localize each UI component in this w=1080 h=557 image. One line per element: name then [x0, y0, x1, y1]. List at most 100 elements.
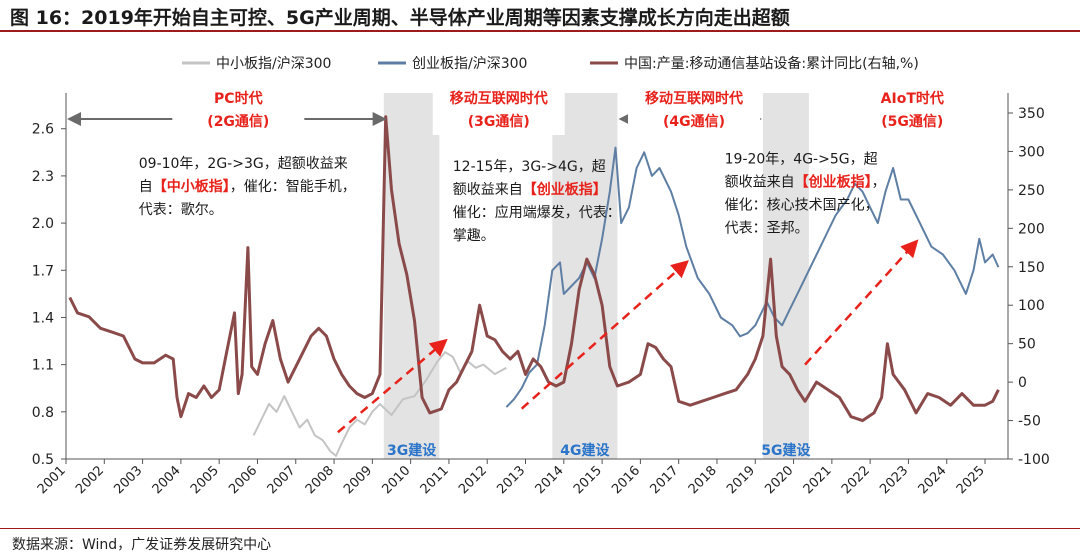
- figure-title: 图 16：2019年开始自主可控、5G产业周期、半导体产业周期等因素支撑成长方向…: [10, 7, 790, 29]
- y-left-tick-label-2.0: 2.0: [32, 216, 54, 232]
- annotation-1-line-0-seg-0: 12-15年，3G->4G，超: [453, 159, 606, 175]
- y-right-tick-label--100: -100: [1018, 452, 1050, 468]
- x-tick-label-2021: 2021: [801, 463, 835, 497]
- annotation-1-line-2: 催化：应用端爆发，代表：: [453, 204, 621, 221]
- legend-label-1: 创业板指/沪深300: [412, 56, 527, 72]
- x-tick-label-2018: 2018: [686, 463, 720, 497]
- x-tick-label-2025: 2025: [954, 463, 988, 497]
- series-lines: [68, 115, 1000, 457]
- era-title-2: 移动互联网时代: [645, 90, 743, 107]
- y-left-tick-label-0.5: 0.5: [32, 452, 54, 468]
- trend-arrows: [337, 239, 919, 434]
- x-tick-label-2023: 2023: [877, 463, 911, 497]
- y-right-tick-label--50: -50: [1018, 414, 1041, 430]
- y-right-tick-label-50: 50: [1018, 337, 1036, 353]
- era-subtitle-2: (4G通信): [663, 113, 725, 130]
- annotation-0-line-2-seg-0: 代表：歌尔。: [139, 202, 223, 218]
- trend-arrow-0: [337, 338, 448, 434]
- y-right-tick-label-350: 350: [1018, 106, 1045, 122]
- shaded-periods: 3G建设 4G建设 5G建设: [383, 93, 812, 459]
- annotation-2-line-2-seg-0: 催化：核心技术国产化，: [725, 197, 879, 213]
- annotation-2-line-1-seg-0: 额收益来自: [725, 174, 795, 190]
- x-tick-label-2017: 2017: [648, 463, 682, 497]
- y-right-tick-label-250: 250: [1018, 183, 1045, 199]
- legend-label-2: 中国:产量:移动通信基站设备:累计同比(右轴,%): [624, 55, 919, 72]
- legend: 中小板指/沪深300 创业板指/沪深300 中国:产量:移动通信基站设备:累计同比(…: [182, 55, 919, 72]
- era-title-0: PC时代: [214, 90, 263, 107]
- y-right-tick-label-100: 100: [1018, 298, 1045, 314]
- x-tick-label-2019: 2019: [724, 463, 758, 497]
- source-note: 数据来源：Wind，广发证券发展研究中心: [12, 537, 272, 553]
- x-tick-label-2015: 2015: [571, 463, 605, 497]
- x-tick-label-2020: 2020: [762, 463, 796, 497]
- x-tick-label-2024: 2024: [916, 463, 950, 497]
- annotation-1-line-1-seg-0: 额收益来自: [453, 182, 523, 198]
- y-right-tick-label-300: 300: [1018, 144, 1045, 160]
- trend-arrow-2: [804, 239, 919, 366]
- era-title-1: 移动互联网时代: [450, 90, 548, 107]
- era-title-3: AIoT时代: [881, 90, 944, 107]
- annotation-2-line-3: 代表：圣邦。: [725, 220, 809, 236]
- annotation-1-line-2-seg-0: 催化：应用端爆发，代表：: [453, 204, 621, 221]
- annotation-1-line-1: 额收益来自【创业板指】: [453, 181, 607, 198]
- annotation-2-line-3-seg-0: 代表：圣邦。: [725, 220, 809, 236]
- shade-label-0: 3G建设: [387, 442, 437, 459]
- era-label-bg-3: [846, 87, 979, 135]
- annotation-2-line-0-seg-0: 19-20年，4G->5G，超: [725, 151, 878, 167]
- era-subtitle-3: (5G通信): [881, 113, 943, 130]
- annotation-1-line-1-seg-1: 【创业板指】: [523, 181, 607, 198]
- x-tick-label-2010: 2010: [379, 463, 413, 497]
- title-rule: [0, 30, 1080, 32]
- era-subtitle-1: (3G通信): [468, 113, 530, 130]
- y-right-tick-label-0: 0: [1018, 375, 1027, 391]
- x-tick-label-2016: 2016: [609, 463, 643, 497]
- y-left-tick-label-2.3: 2.3: [32, 169, 54, 185]
- annotation-0-line-0: 09-10年，2G->3G，超额收益来: [139, 156, 348, 172]
- era-label-bg-1: [432, 87, 565, 135]
- annotation-0-line-1: 自【中小板指】，催化：智能手机，: [139, 178, 356, 195]
- y-right-tick-label-200: 200: [1018, 221, 1045, 237]
- axes: 2001 2002 2003 2004 2005 2006 2007 2008 2009 2010…: [32, 93, 1050, 497]
- y-left-tick-label-1.7: 1.7: [32, 263, 54, 279]
- annotation-0-line-1-seg-0: 自: [139, 179, 153, 195]
- y-left-tick-label-2.6: 2.6: [32, 122, 54, 138]
- x-tick-label-2012: 2012: [456, 463, 490, 497]
- annotation-2-line-0: 19-20年，4G->5G，超: [725, 151, 878, 167]
- trend-arrow-1: [520, 260, 689, 410]
- x-tick-label-2003: 2003: [111, 463, 145, 497]
- y-left-tick-label-1.4: 1.4: [32, 310, 54, 326]
- y-left-tick-label-0.8: 0.8: [32, 405, 54, 421]
- annotation-1-line-0: 12-15年，3G->4G，超: [453, 159, 606, 175]
- source-rule: [0, 528, 1080, 529]
- x-tick-label-2022: 2022: [839, 463, 873, 497]
- x-tick-label-2009: 2009: [341, 463, 375, 497]
- shade-period-1: [552, 93, 618, 459]
- shade-label-1: 4G建设: [560, 442, 610, 459]
- shade-label-2: 5G建设: [761, 442, 811, 459]
- era-label-bg-2: [628, 87, 760, 135]
- x-tick-label-2004: 2004: [150, 463, 184, 497]
- series-line-2: [68, 115, 1000, 423]
- x-tick-label-2013: 2013: [494, 463, 528, 497]
- shade-period-0: [383, 93, 440, 459]
- annotation-1-line-3: 掌趣。: [453, 228, 495, 244]
- y-left-tick-label-1.1: 1.1: [32, 358, 54, 374]
- y-right-tick-label-150: 150: [1018, 260, 1045, 276]
- annotation-0-line-0-seg-0: 09-10年，2G->3G，超额收益来: [139, 156, 348, 172]
- annotation-0-line-2: 代表：歌尔。: [139, 202, 223, 218]
- x-tick-label-2011: 2011: [418, 463, 452, 497]
- x-tick-label-2002: 2002: [73, 463, 107, 497]
- x-tick-label-2007: 2007: [265, 463, 299, 497]
- annotation-0-line-1-seg-2: ，催化：智能手机，: [230, 179, 356, 195]
- x-tick-label-2008: 2008: [303, 463, 337, 497]
- annotation-0-line-1-seg-1: 【中小板指】: [153, 178, 230, 195]
- era-subtitle-0: (2G通信): [207, 113, 269, 130]
- era-label-bg-0: [172, 87, 305, 135]
- annotation-2-line-1-seg-1: 【创业板指】: [795, 173, 872, 190]
- x-tick-label-2006: 2006: [226, 463, 260, 497]
- annotation-1-line-3-seg-0: 掌趣。: [453, 228, 495, 244]
- legend-label-0: 中小板指/沪深300: [216, 56, 331, 72]
- annotation-2-line-2: 催化：核心技术国产化，: [725, 197, 879, 213]
- x-tick-label-2005: 2005: [188, 463, 222, 497]
